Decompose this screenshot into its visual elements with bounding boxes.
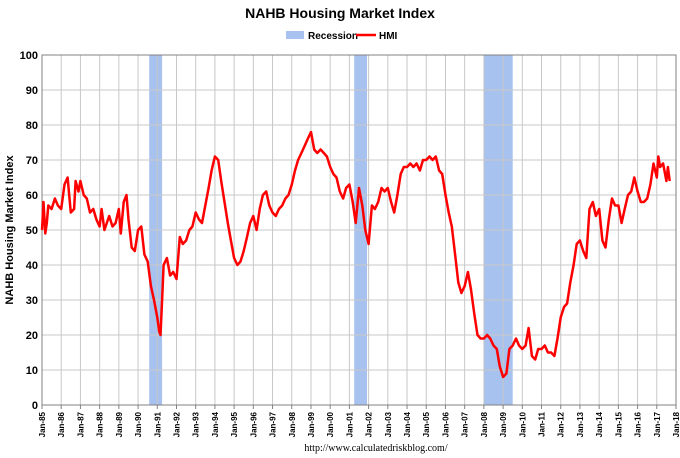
x-tick-label: Jan-16 — [634, 411, 643, 437]
x-tick-label: Jan-12 — [557, 411, 566, 437]
x-tick-label: Jan-08 — [480, 411, 489, 437]
x-tick-label: Jan-03 — [384, 411, 393, 437]
x-tick-label: Jan-11 — [538, 411, 547, 436]
x-tick-label: Jan-15 — [614, 411, 623, 437]
legend: Recession HMI — [286, 31, 398, 42]
y-tick-label: 30 — [26, 295, 38, 307]
x-tick-label: Jan-95 — [230, 411, 239, 437]
y-tick-label: 70 — [26, 155, 38, 167]
x-tick-label: Jan-93 — [192, 411, 201, 437]
legend-label-hmi: HMI — [379, 31, 398, 42]
x-tick-label: Jan-94 — [211, 411, 220, 437]
x-tick-label: Jan-06 — [441, 411, 450, 437]
x-tick-label: Jan-01 — [345, 411, 354, 437]
x-tick-label: Jan-85 — [38, 411, 47, 437]
y-tick-label: 50 — [26, 225, 38, 237]
x-tick-label: Jan-00 — [326, 411, 335, 437]
x-tick-label: Jan-88 — [96, 411, 105, 437]
x-tick-label: Jan-09 — [499, 411, 508, 437]
legend-label-recession: Recession — [308, 31, 358, 42]
series-hmi — [40, 130, 671, 379]
source-credit: http://www.calculatedriskblog.com/ — [304, 443, 447, 454]
x-axis: Jan-85 Jan-86 Jan-87 Jan-88 Jan-89 Jan-90 Jan-… — [38, 405, 680, 437]
y-axis-label: NAHB Housing Market Index — [4, 155, 16, 305]
x-tick-label: Jan-89 — [115, 411, 124, 437]
y-tick-label: 80 — [26, 120, 38, 132]
chart-title: NAHB Housing Market Index — [245, 5, 435, 21]
y-tick-label: 20 — [26, 330, 38, 342]
x-tick-label: Jan-99 — [307, 411, 316, 437]
y-tick-label: 40 — [26, 260, 38, 272]
x-tick-label: Jan-90 — [134, 411, 143, 437]
x-tick-label: Jan-05 — [422, 411, 431, 437]
x-tick-label: Jan-92 — [172, 411, 181, 437]
x-tick-label: Jan-07 — [461, 411, 470, 437]
y-tick-label: 60 — [26, 190, 38, 202]
hmi-line — [40, 130, 671, 379]
y-tick-label: 10 — [26, 365, 38, 377]
legend-swatch-recession — [286, 31, 304, 39]
x-tick-label: Jan-18 — [672, 411, 680, 437]
x-tick-label: Jan-14 — [595, 411, 604, 437]
y-tick-label: 0 — [32, 400, 38, 412]
x-tick-label: Jan-98 — [288, 411, 297, 437]
x-tick-label: Jan-13 — [576, 411, 585, 437]
x-tick-label: Jan-10 — [518, 411, 527, 437]
x-tick-label: Jan-97 — [269, 411, 278, 437]
x-tick-label: Jan-02 — [365, 411, 374, 437]
y-tick-label: 100 — [20, 50, 38, 62]
x-tick-label: Jan-96 — [249, 411, 258, 437]
x-tick-label: Jan-17 — [653, 411, 662, 437]
x-tick-label: Jan-86 — [57, 411, 66, 437]
x-tick-label: Jan-04 — [403, 411, 412, 437]
x-tick-label: Jan-91 — [153, 411, 162, 437]
y-axis: 0 10 20 30 40 50 60 70 80 90 100 — [20, 50, 38, 412]
y-tick-label: 90 — [26, 85, 38, 97]
x-tick-label: Jan-87 — [76, 411, 85, 437]
